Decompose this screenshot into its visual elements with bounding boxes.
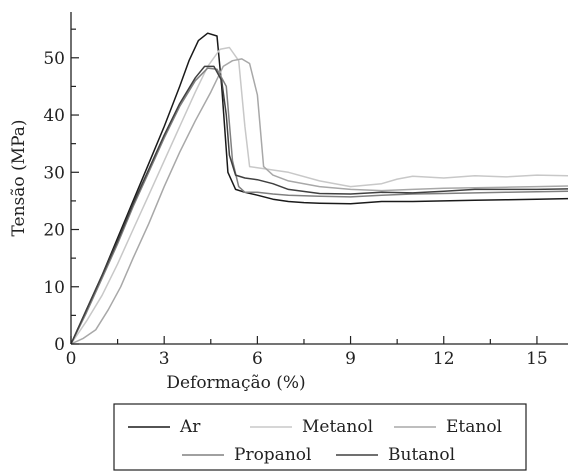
series-line-butanol	[70, 65, 568, 345]
legend-item-metanol: Metanol	[250, 417, 373, 437]
legend-box	[113, 403, 527, 471]
x-tick-label: 12	[433, 349, 455, 369]
x-tick-label: 6	[252, 349, 263, 369]
x-axis-ticks: 0 3 6 9 12 15	[66, 336, 548, 369]
legend-label: Etanol	[446, 417, 502, 437]
legend-label: Metanol	[302, 417, 373, 437]
x-tick-label: 3	[159, 349, 170, 369]
y-axis-ticks: 0 10 20 30 40 50	[43, 28, 79, 355]
x-tick-label: 0	[66, 349, 77, 369]
legend-label: Propanol	[234, 445, 311, 465]
y-tick-label: 50	[43, 49, 65, 69]
y-tick-label: 30	[43, 163, 65, 183]
y-tick-label: 10	[43, 278, 65, 298]
legend-item-ar: Ar	[128, 417, 201, 437]
legend-label: Ar	[179, 417, 201, 437]
x-tick-label: 15	[526, 349, 548, 369]
series-lines	[70, 32, 568, 345]
y-axis-label: Tensão (MPa)	[9, 119, 29, 236]
series-line-ar	[70, 32, 568, 345]
series-line-propanol	[70, 67, 568, 345]
y-tick-label: 0	[54, 335, 65, 355]
series-line-etanol	[70, 58, 568, 345]
series-line-metanol	[70, 46, 568, 345]
legend-label: Butanol	[388, 445, 455, 465]
x-tick-label: 9	[345, 349, 356, 369]
legend-item-etanol: Etanol	[394, 417, 502, 437]
legend: Ar Metanol Etanol Propanol Butanol	[113, 403, 527, 471]
legend-item-propanol: Propanol	[182, 445, 311, 465]
y-tick-label: 20	[43, 221, 65, 241]
x-axis-label: Deformação (%)	[166, 373, 305, 393]
y-tick-label: 40	[43, 106, 65, 126]
legend-item-butanol: Butanol	[336, 445, 455, 465]
